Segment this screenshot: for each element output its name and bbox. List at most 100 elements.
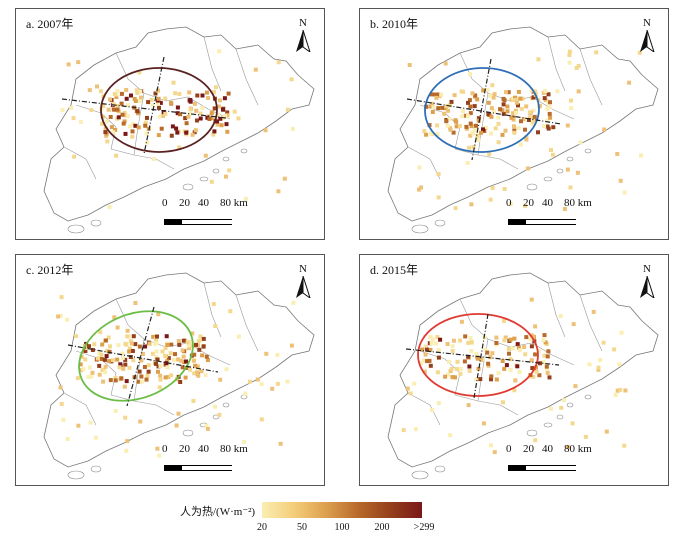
heat-cell [156,96,161,101]
north-arrow: N [292,263,314,299]
heat-cell [115,325,120,330]
heat-cell [529,344,534,349]
heat-cell [436,172,441,176]
heat-cell [193,101,197,106]
north-arrow-icon [640,276,655,298]
heat-cell [128,355,133,359]
county-boundary [419,104,461,150]
heat-cell [223,114,227,119]
heat-cell [89,374,94,379]
heat-cell [147,341,152,346]
heat-cell [146,100,151,105]
scale-label: 40 [542,197,553,209]
heat-cell [502,338,507,343]
heat-cell [96,356,100,361]
heat-cell [276,60,281,65]
standard-deviation-ellipse [417,313,539,397]
heat-cell [483,126,488,131]
county-boundary [547,36,566,92]
heat-cell [528,337,533,342]
heat-cell [123,113,128,118]
heat-cell [163,111,168,116]
island-outline [222,402,230,408]
heat-cell [561,398,566,403]
heat-cell [506,347,511,351]
heat-cell [211,132,216,137]
north-arrow-icon [640,30,655,52]
heat-cell [133,342,138,347]
heat-cell [194,342,198,347]
heat-cell [604,429,609,434]
heat-cell [562,207,567,211]
heat-cell [489,443,493,448]
heat-cell [108,97,112,102]
heat-cell [195,93,200,98]
heat-cell [428,104,433,109]
heat-cell [106,335,111,340]
heat-cell [236,334,241,339]
heat-cell [524,335,529,340]
heat-cell [494,341,499,345]
heat-cell [87,88,92,93]
heat-cell [127,365,132,370]
heat-cell [401,428,406,433]
ellipse-axis [61,98,227,119]
heat-cell [445,342,450,346]
heat-cell [191,399,196,403]
heat-cell [243,196,248,201]
heat-cell [516,345,521,350]
heat-cell [103,370,108,375]
heat-cell [226,91,231,96]
heat-cell [488,197,493,202]
heat-cell [428,335,433,340]
heat-cell [144,131,149,136]
heat-cell [429,131,433,136]
heat-cell [56,314,61,319]
scale-label: 0 [162,197,168,209]
island-outline [90,465,102,473]
heat-cell [113,378,118,383]
heat-cell [119,91,124,96]
heat-cell [227,168,232,173]
heat-cell [97,363,102,368]
heat-cell [533,352,538,357]
heat-cell [103,338,108,343]
heat-cell [128,124,132,129]
heat-cell [163,354,167,358]
heat-cell [100,114,105,119]
heat-cell [545,107,550,111]
heat-cell [158,373,163,378]
heat-cell [130,349,135,353]
heat-cell [423,345,428,350]
heat-cell [111,358,115,363]
scale-bar: 0 20 40 80 km [162,197,312,225]
heat-cell [131,358,136,363]
heat-cell [565,123,570,128]
heat-cell [494,377,499,382]
island-outline [526,183,538,191]
heat-cell [193,363,198,368]
heat-cell [618,178,623,183]
heat-cell [471,131,476,136]
heat-cell [428,363,433,368]
heat-cell [408,391,413,396]
heat-cell [221,107,225,112]
heat-cell [143,344,148,349]
heat-cell [505,104,510,109]
heat-cell [72,154,77,159]
legend-tick: 20 [257,522,267,533]
heat-cell [464,124,469,129]
heat-cell [203,153,208,158]
heat-cell [531,108,536,113]
heat-cell [479,357,484,362]
heat-cell [542,96,547,101]
heat-cell [232,109,237,114]
heat-cell [184,130,189,135]
panel-title: a. 2007年 [26,17,74,31]
heat-cell [419,185,424,190]
heat-cell [479,130,483,135]
heat-cell [549,148,553,152]
heat-cell [146,369,151,374]
heat-cell [173,91,178,96]
heat-cell [515,342,520,347]
